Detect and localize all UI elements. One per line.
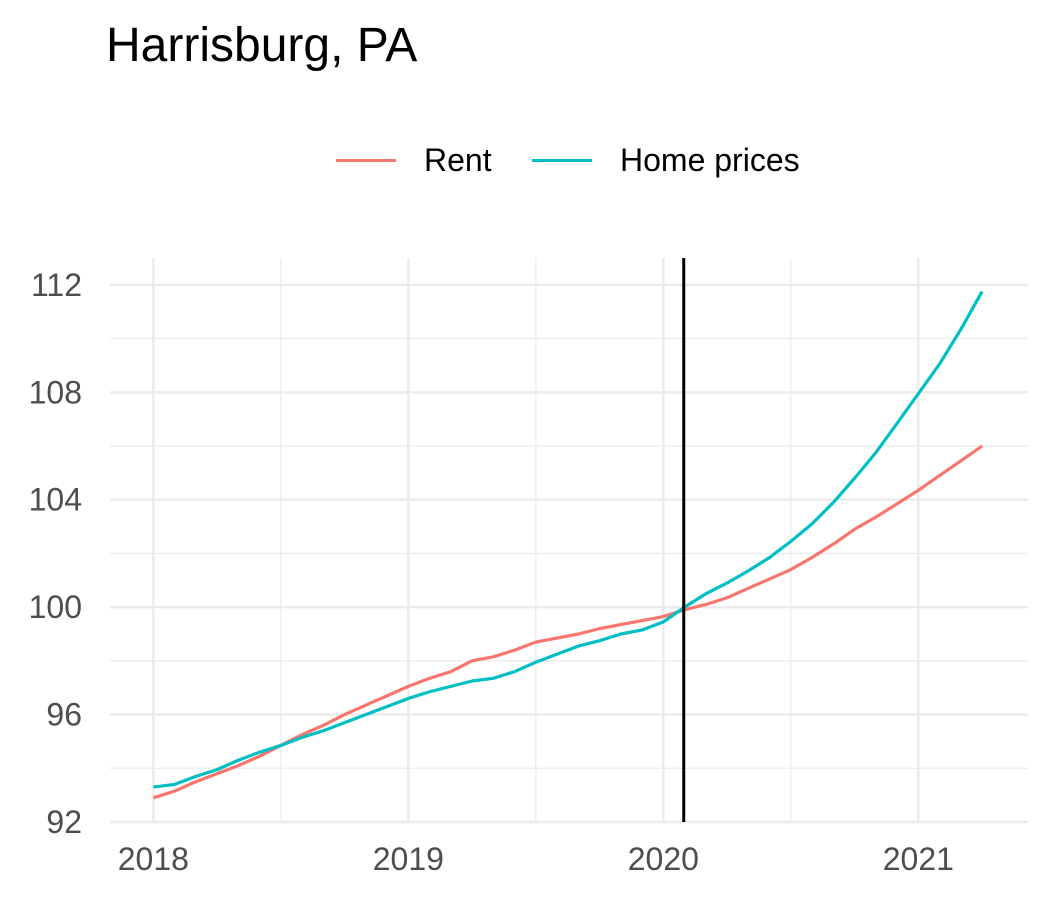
y-tick-label: 108: [29, 374, 82, 410]
x-tick-label: 2021: [883, 841, 954, 877]
y-tick-label: 112: [31, 267, 82, 303]
series-line-home-prices: [153, 290, 984, 789]
chart-title: Harrisburg, PA: [106, 19, 418, 72]
y-tick-label: 92: [46, 804, 82, 840]
x-tick-label: 2020: [628, 841, 699, 877]
y-tick-label: 104: [29, 482, 82, 518]
x-tick-label: 2018: [118, 841, 189, 877]
legend-label-home-prices: Home prices: [620, 141, 800, 178]
y-tick-label: 96: [46, 697, 82, 733]
legend-item-rent: Rent: [336, 138, 492, 182]
legend-swatch-home-prices: [532, 158, 592, 162]
x-tick-label: 2019: [373, 841, 444, 877]
y-tick-label: 100: [29, 589, 82, 625]
legend-label-rent: Rent: [424, 141, 492, 178]
legend-item-home-prices: Home prices: [532, 138, 800, 182]
legend: Rent Home prices: [0, 138, 1050, 182]
legend-swatch-rent: [336, 158, 396, 162]
